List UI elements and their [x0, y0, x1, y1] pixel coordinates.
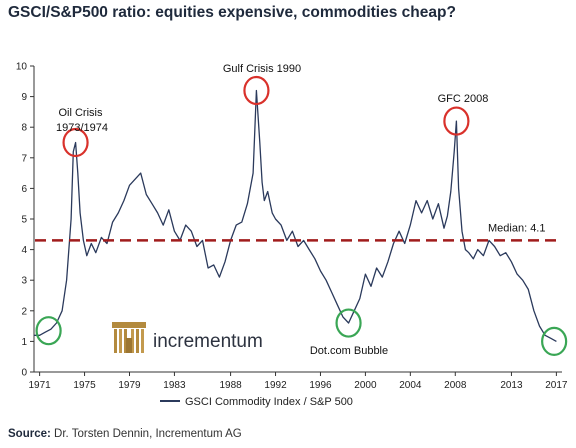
chart-title: GSCI/S&P500 ratio: equities expensive, c… [8, 4, 456, 21]
red-circle-marker [443, 106, 470, 136]
legend-label: GSCI Commodity Index / S&P 500 [185, 396, 353, 408]
x-tick-label: 1975 [73, 380, 96, 391]
source-text: Dr. Torsten Dennin, Incrementum AG [54, 428, 242, 440]
x-tick-label: 2004 [399, 380, 422, 391]
annotation-markers [35, 75, 568, 356]
annotation-oil-crisis: Oil Crisis 1973/1974 [56, 107, 108, 134]
red-circle-marker [243, 75, 270, 106]
x-tick-label: 1996 [309, 380, 332, 391]
annotation-dotcom: Dot.com Bubble [310, 345, 388, 357]
green-circle-marker [35, 316, 62, 346]
source-label: Source: [8, 428, 51, 440]
y-tick-label: 7 [21, 153, 27, 164]
y-tick-label: 2 [21, 306, 27, 317]
y-ticks: 0 1 2 3 4 5 6 7 8 9 10 [16, 62, 34, 379]
y-tick-label: 5 [21, 215, 27, 226]
annotation-gulf-crisis: Gulf Crisis 1990 [223, 63, 301, 75]
source-note: Source: Dr. Torsten Dennin, Incrementum … [8, 428, 242, 440]
x-tick-label: 1979 [118, 380, 141, 391]
x-tick-label: 2013 [500, 380, 523, 391]
logo-text: incrementum [153, 331, 263, 352]
x-tick-label: 2017 [545, 380, 568, 391]
tree-icon [112, 322, 146, 353]
y-tick-label: 4 [21, 245, 27, 256]
x-tick-label: 1988 [219, 380, 242, 391]
green-circle-marker [541, 326, 568, 356]
x-tick-label: 1983 [163, 380, 186, 391]
median-label: Median: 4.1 [488, 222, 545, 234]
x-tick-label: 1971 [28, 380, 51, 391]
legend: GSCI Commodity Index / S&P 500 [160, 396, 353, 408]
annotation-oil-crisis-line2: 1973/1974 [56, 122, 108, 134]
y-tick-label: 1 [21, 337, 27, 348]
annotation-oil-crisis-line1: Oil Crisis [58, 107, 102, 119]
green-circle-marker [335, 308, 362, 338]
y-tick-label: 0 [21, 368, 27, 379]
x-tick-label: 2008 [444, 380, 467, 391]
y-tick-label: 6 [21, 184, 27, 195]
x-ticks: 1971 1975 1979 1983 1988 1992 1996 2000 2004 2008… [28, 372, 568, 391]
annotation-gfc: GFC 2008 [438, 93, 489, 105]
y-tick-label: 10 [16, 62, 28, 73]
x-tick-label: 2000 [354, 380, 377, 391]
y-tick-label: 3 [21, 276, 27, 287]
incrementum-logo: incrementum [112, 322, 263, 353]
series-line-gsci-sp500 [34, 89, 557, 342]
y-tick-label: 9 [21, 92, 27, 103]
x-tick-label: 1992 [264, 380, 287, 391]
y-tick-label: 8 [21, 123, 27, 134]
red-circle-marker [62, 127, 89, 158]
